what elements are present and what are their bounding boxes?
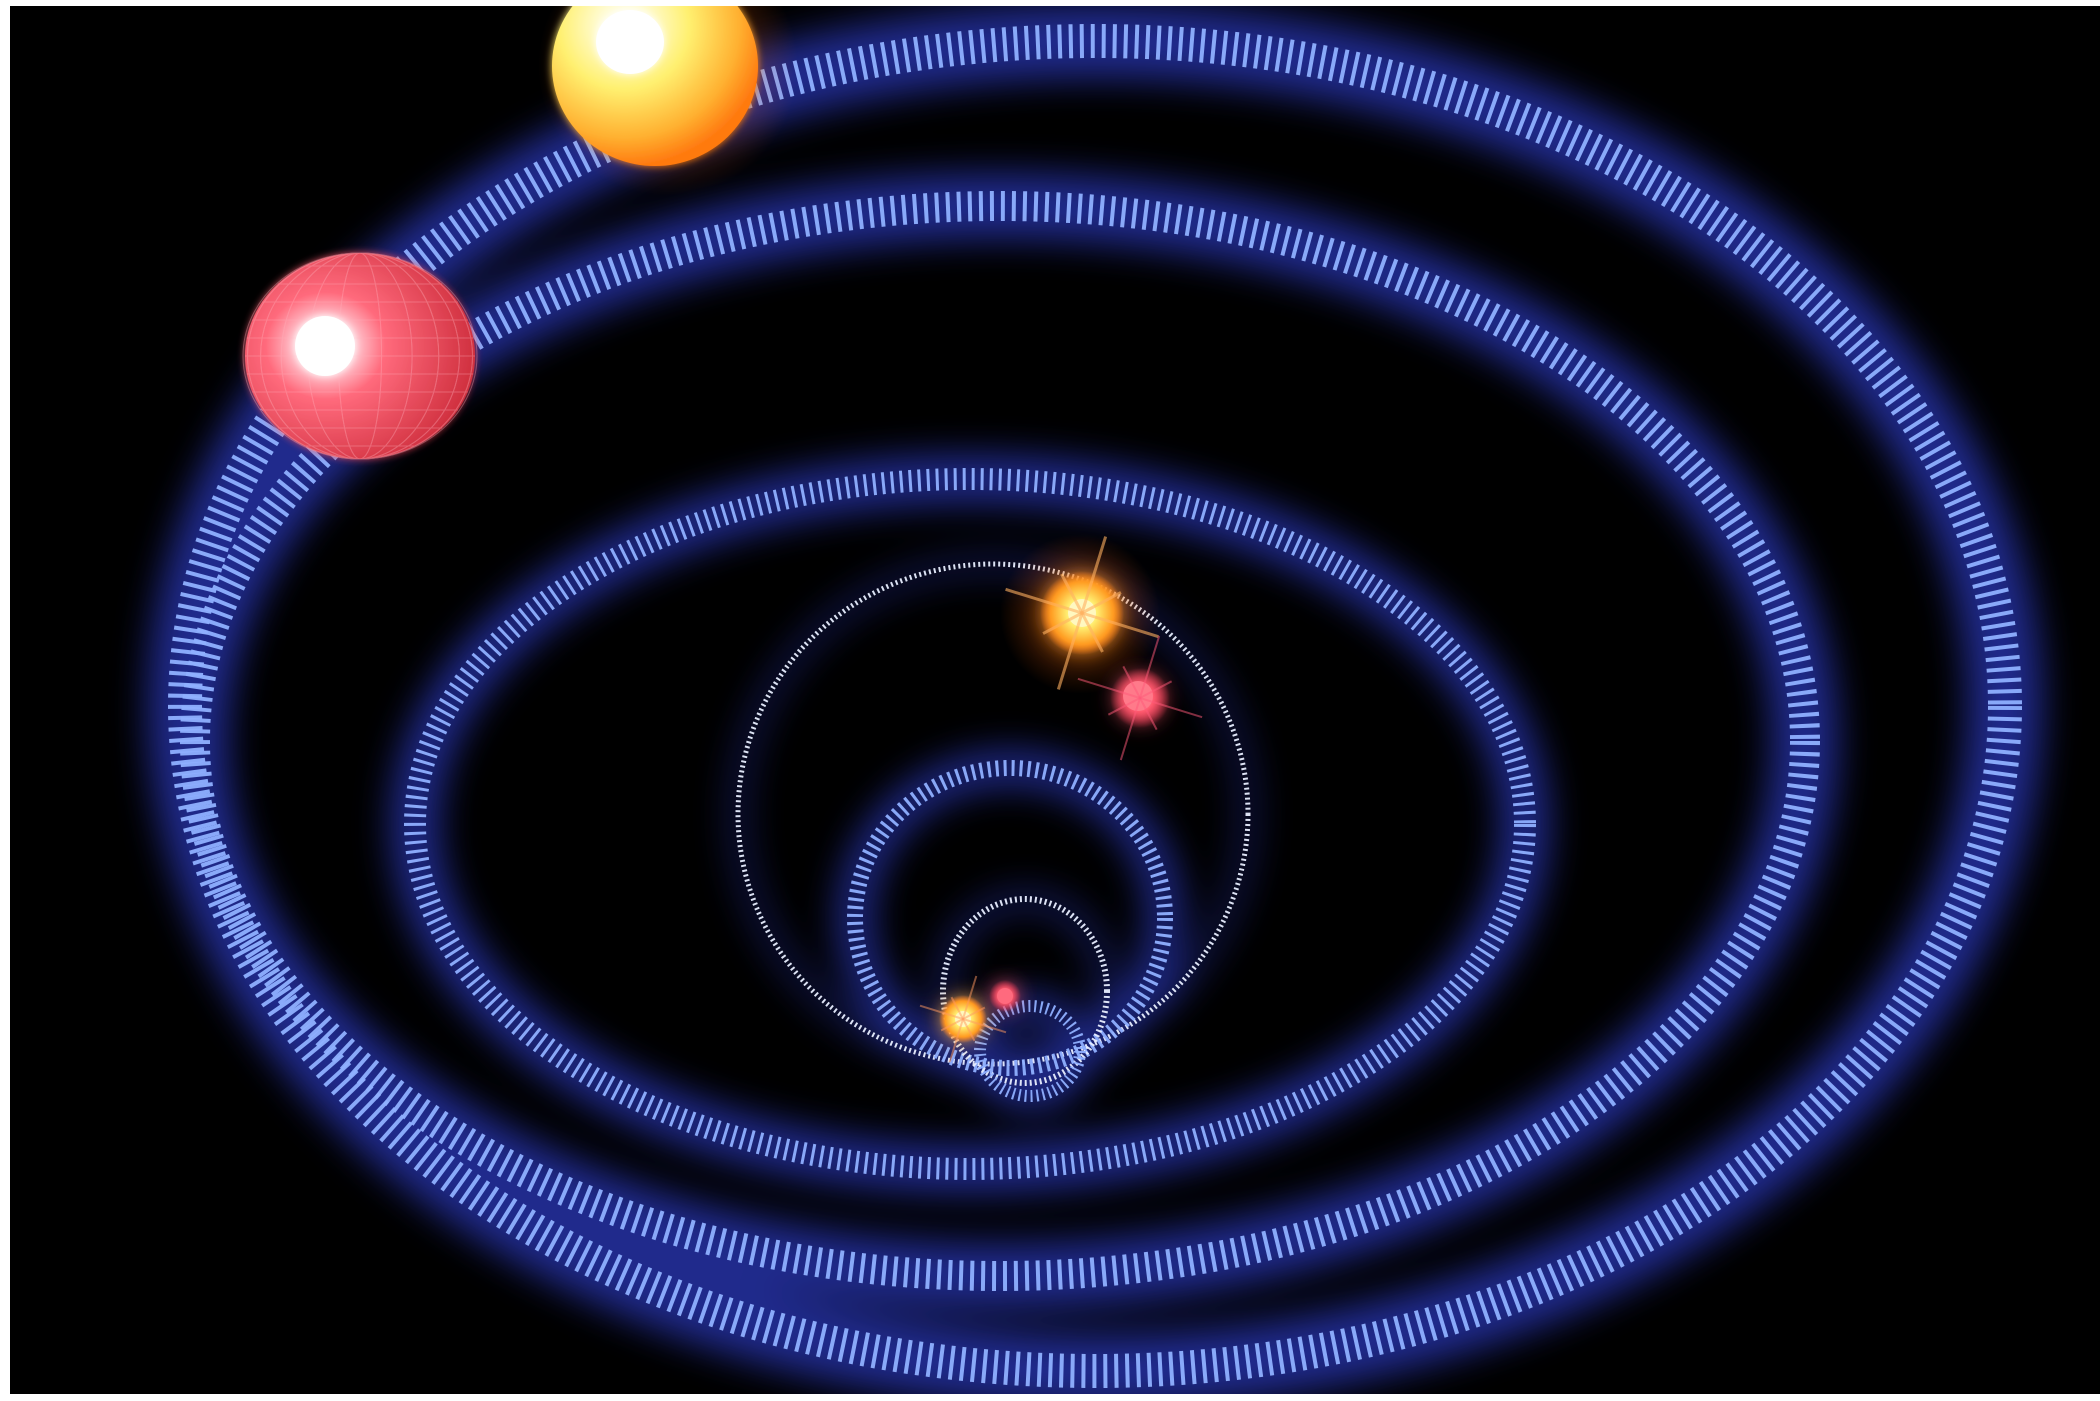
orbit-ring bbox=[974, 1000, 1086, 1102]
orbit-ring bbox=[404, 468, 1536, 1180]
mesh-line bbox=[280, 252, 440, 460]
mesh-line bbox=[246, 252, 474, 460]
orbit-ring bbox=[940, 896, 1110, 1086]
spiral-orbit-illustration bbox=[10, 6, 2100, 1394]
orbit-svg bbox=[147, 6, 2043, 1394]
flare-ray bbox=[1060, 573, 1084, 614]
spiral-rings bbox=[168, 24, 2022, 1388]
flare-ray bbox=[1139, 680, 1173, 699]
red-star-large bbox=[245, 253, 475, 459]
mesh-line bbox=[246, 252, 474, 460]
mesh-line bbox=[260, 252, 460, 460]
flare-ray bbox=[962, 1018, 1007, 1034]
flare-ray bbox=[1077, 677, 1141, 699]
orange-star-small-flare bbox=[919, 975, 1007, 1063]
flare-ray bbox=[1081, 591, 1122, 615]
flare-ray bbox=[962, 1006, 986, 1020]
orbit-ring bbox=[180, 191, 1820, 1291]
flare-ray bbox=[962, 975, 978, 1020]
flare-ray bbox=[1107, 697, 1141, 716]
mesh-line bbox=[280, 252, 440, 460]
red-star-small bbox=[989, 980, 1021, 1012]
flare-ray bbox=[1081, 611, 1159, 639]
flare-ray bbox=[1139, 697, 1203, 719]
flare-ray bbox=[1119, 697, 1141, 761]
orbit-ring bbox=[847, 760, 1173, 1076]
flare-ray bbox=[1056, 612, 1084, 690]
orbit-ring bbox=[168, 24, 2022, 1388]
flare-ray bbox=[1139, 697, 1158, 731]
flare-ray bbox=[962, 1018, 976, 1042]
flare-ray bbox=[1080, 612, 1104, 653]
orange-star-large-core bbox=[596, 10, 664, 74]
red-star-mid-flare bbox=[1077, 635, 1203, 761]
flare-ray bbox=[919, 1004, 964, 1020]
red-star-large-mesh bbox=[242, 252, 478, 460]
flare-ray bbox=[950, 996, 964, 1020]
flare-ray bbox=[1139, 635, 1161, 699]
flare-ray bbox=[948, 1018, 964, 1063]
flare-ray bbox=[1080, 536, 1108, 614]
flare-ray bbox=[1122, 665, 1141, 699]
mesh-line bbox=[242, 252, 478, 460]
flare-ray bbox=[1005, 587, 1083, 615]
mesh-line bbox=[260, 252, 460, 460]
red-star-large-core bbox=[295, 316, 355, 376]
flare-ray bbox=[1042, 611, 1083, 635]
orange-star-mid-flare bbox=[1005, 536, 1159, 690]
flare-ray bbox=[940, 1018, 964, 1032]
